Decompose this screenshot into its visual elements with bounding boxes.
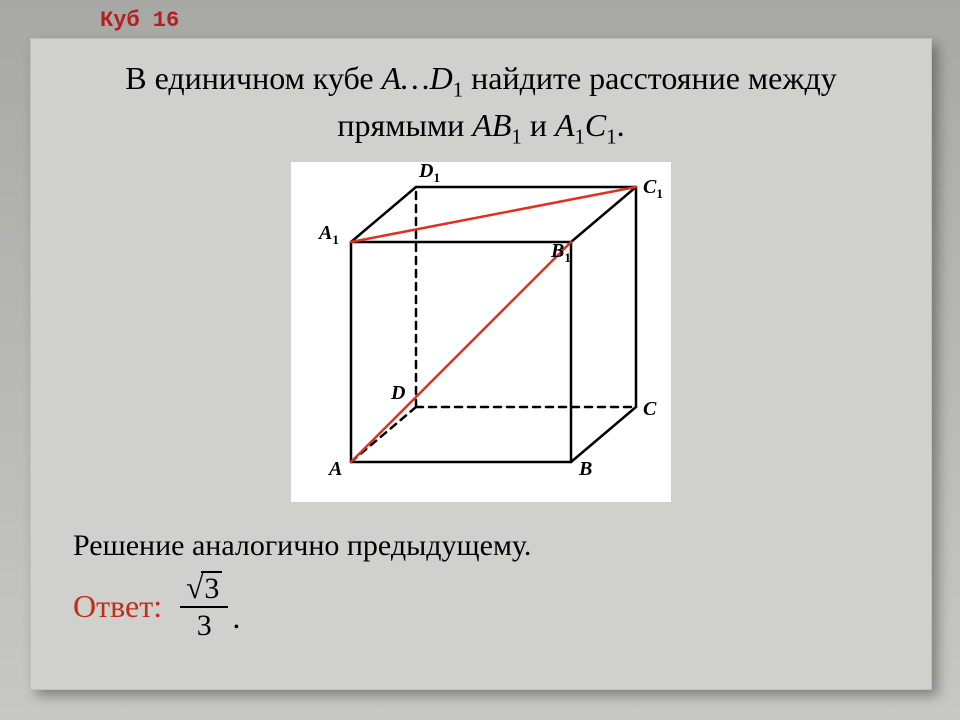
t: C [585, 107, 606, 143]
cube-diagram: A B C D A1 B1 C1 D1 [291, 162, 671, 502]
answer-fraction: 3 3 [180, 571, 228, 642]
diagram-container: A B C D A1 B1 C1 D1 [31, 162, 931, 507]
slide-title: Куб 16 [100, 8, 179, 33]
solution-text: Решение аналогично предыдущему. [31, 507, 931, 563]
vertex-label-B1: B1 [551, 240, 571, 266]
vertex-label-C: C [643, 398, 656, 421]
numerator: 3 [180, 571, 228, 609]
text: прямыми [337, 107, 472, 143]
text: и [522, 107, 555, 143]
period: . [232, 599, 240, 642]
radicand: 3 [201, 571, 222, 605]
math: A1C1 [555, 107, 617, 143]
cube-svg [291, 162, 671, 502]
math: A…D1 [382, 60, 464, 96]
text: найдите расстояние между [463, 60, 837, 96]
vertex-label-C1: C1 [643, 176, 663, 202]
s: 1 [606, 126, 616, 149]
s: 1 [574, 126, 584, 149]
t: A…D [382, 60, 453, 96]
math: AB1 [472, 107, 522, 143]
denominator: 3 [197, 608, 212, 642]
problem-statement: В единичном кубе A…D1 найдите расстояние… [31, 39, 931, 152]
answer-label: Ответ: [73, 588, 162, 625]
answer-row: Ответ: 3 3 . [31, 563, 931, 642]
vertex-label-D: D [391, 382, 405, 405]
vertex-label-A1: A1 [319, 222, 339, 248]
text: В единичном кубе [125, 60, 381, 96]
s: 1 [511, 126, 521, 149]
slide-panel: В единичном кубе A…D1 найдите расстояние… [30, 38, 932, 690]
vertex-label-B: B [579, 458, 592, 481]
sqrt: 3 [186, 571, 222, 605]
s: 1 [453, 78, 463, 101]
text: . [617, 107, 625, 143]
vertex-label-A: A [329, 458, 342, 481]
t: A [555, 107, 575, 143]
t: AB [472, 107, 511, 143]
vertex-label-D1: D1 [419, 160, 440, 186]
